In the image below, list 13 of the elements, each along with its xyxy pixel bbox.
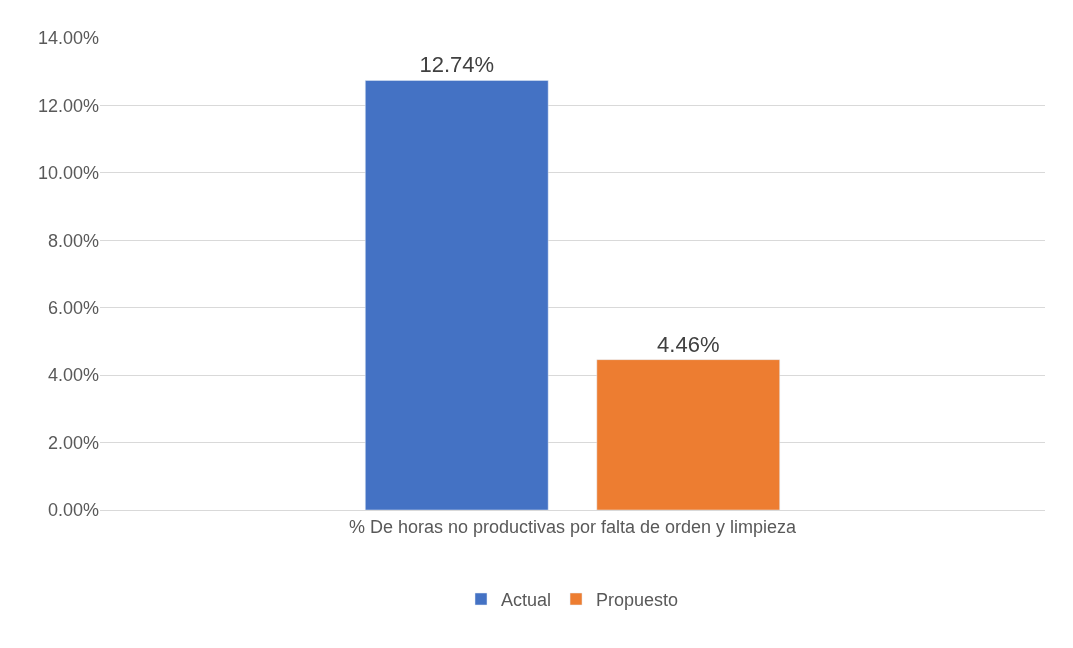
y-tick-label: 8.00%	[47, 230, 99, 251]
legend-label: Propuesto	[596, 590, 679, 611]
legend-label: Actual	[501, 590, 552, 611]
y-tick-label: 14.00%	[37, 28, 99, 49]
y-tick-label: 2.00%	[47, 432, 99, 453]
y-tick-label: 10.00%	[37, 163, 99, 184]
data-label: 4.46%	[657, 331, 720, 357]
y-tick-label: 6.00%	[47, 298, 99, 319]
y-tick-label: 0.00%	[47, 500, 99, 521]
data-label: 12.74%	[419, 52, 495, 78]
y-tick-label: 4.00%	[47, 365, 99, 386]
x-tick-label: % De horas no productivas por falta de orden y limpieza	[348, 516, 798, 537]
y-tick-label: 12.00%	[37, 95, 99, 116]
